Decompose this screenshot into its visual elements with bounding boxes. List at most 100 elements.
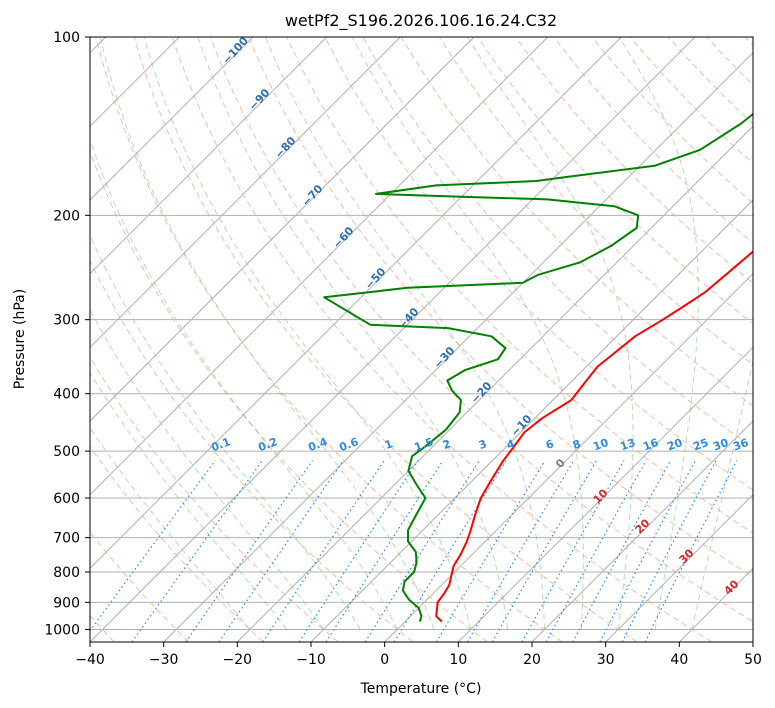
moist-adiabat-line	[618, 37, 699, 630]
mixing-ratio-label: 13	[618, 436, 637, 453]
x-tick-label: 50	[744, 652, 762, 668]
isotherm-line	[163, 51, 753, 642]
mixing-ratio-label: 0.4	[306, 435, 329, 454]
mixing-ratio-label: 0.6	[337, 435, 360, 454]
dry-adiabat-line	[90, 445, 264, 642]
mixing-ratio-line	[131, 460, 263, 642]
mixing-ratio-line	[90, 460, 216, 632]
mixing-ratio-line	[218, 460, 344, 642]
temperature-profile	[435, 250, 753, 623]
mixing-ratio-label: 36	[731, 436, 750, 454]
y-tick-label: 1000	[44, 622, 80, 638]
x-tick-label: 40	[670, 652, 688, 668]
y-tick-label: 200	[53, 208, 80, 224]
moist-adiabat-line	[90, 234, 361, 630]
mixing-ratio-label: 25	[691, 436, 710, 453]
x-tick-label: 10	[449, 652, 467, 668]
moist-adiabat-line	[351, 37, 584, 630]
dry-adiabat-line	[400, 37, 753, 407]
mixing-ratio-line	[298, 460, 419, 642]
moist-adiabat-line	[90, 371, 288, 630]
moist-adiabat-line	[143, 37, 472, 630]
y-axis: 100 200 300 400 500 600 700 800 900 1000	[44, 30, 90, 638]
x-tick-label: 20	[523, 652, 541, 668]
isotherm-line	[90, 37, 622, 570]
mixing-ratio-label: 1	[383, 437, 395, 452]
y-tick-label: 100	[53, 30, 80, 46]
isotherm-line	[90, 37, 549, 496]
isotherm-line	[457, 346, 753, 642]
chart-title: wetPf2_S196.2026.106.16.24.C32	[285, 11, 557, 31]
y-tick-label: 900	[53, 595, 80, 611]
mixing-ratio-label: 1.5	[412, 435, 435, 454]
x-axis-title: Temperature (°C)	[360, 681, 482, 697]
x-tick-label: −40	[75, 652, 105, 668]
mixing-ratio-label: 4	[505, 437, 517, 452]
mixing-ratio-label: 8	[571, 437, 583, 452]
mixing-ratio-label: 0.1	[209, 435, 232, 454]
mixing-ratio-label: 2	[441, 437, 453, 452]
y-tick-label: 600	[53, 491, 80, 507]
plot-frame	[89, 36, 754, 643]
mixing-ratio-line	[435, 460, 546, 642]
y-tick-label: 500	[53, 444, 80, 460]
dry-adiabat-line	[324, 37, 753, 491]
dry-adiabat-line	[210, 37, 753, 623]
moist-adiabat-line	[99, 37, 435, 630]
isotherm-line	[90, 37, 475, 422]
x-tick-label: 0	[380, 652, 389, 668]
mixing-ratio-label: 6	[544, 437, 556, 452]
isotherm-line	[531, 420, 753, 642]
x-tick-label: −20	[223, 652, 253, 668]
dry-adiabat-line	[171, 37, 712, 642]
y-tick-label: 700	[53, 531, 80, 547]
x-tick-label: −10	[296, 652, 326, 668]
mixing-ratio-line	[572, 460, 672, 642]
mixing-ratio-line	[545, 460, 647, 642]
isotherm-line	[236, 125, 753, 642]
mixing-ratio-label: 20	[665, 436, 684, 454]
y-axis-title: Pressure (hPa)	[12, 289, 28, 389]
mixing-ratio-label: 16	[641, 436, 660, 454]
dry-adiabat-line	[133, 37, 638, 642]
mixing-ratio-line	[185, 460, 314, 642]
dewpoint-profile	[323, 112, 753, 622]
dry-adiabat-line	[477, 37, 753, 325]
y-tick-label: 800	[53, 565, 80, 581]
moist-adiabat-line	[90, 309, 325, 630]
moist-adiabat-line	[691, 357, 753, 630]
dry-adiabat-line	[248, 37, 753, 578]
isotherm-line	[90, 37, 696, 642]
dry-adiabat-line	[362, 37, 753, 449]
isotherm-line	[605, 493, 753, 642]
mixing-ratio-line	[466, 460, 575, 642]
x-axis: −40 −30 −20 −10 0 10 20 30 40 50	[75, 642, 762, 668]
x-tick-label: −30	[149, 652, 179, 668]
dry-adiabat-line	[515, 37, 753, 284]
moist-adiabat-line	[90, 426, 251, 630]
dry-adiabat-line	[90, 259, 414, 642]
mixing-ratio-line	[262, 460, 385, 642]
y-tick-label: 400	[53, 387, 80, 403]
dry-adiabat-line	[629, 37, 753, 165]
dry-adiabat-line	[591, 37, 753, 204]
profile-lines	[323, 112, 753, 623]
mixing-ratio-label: 30	[711, 436, 730, 454]
moist-adiabat-line	[90, 137, 398, 630]
isotherm-line	[384, 272, 753, 642]
mixing-ratio-line	[521, 460, 625, 642]
isotherm-line	[90, 37, 254, 201]
moist-adiabat-line	[467, 37, 634, 630]
moist-adiabat-line	[197, 37, 509, 630]
background-lines	[90, 37, 753, 642]
mixing-ratio-label: 10	[591, 436, 610, 454]
moist-adiabat-line	[264, 37, 546, 630]
mixing-ratio-line	[491, 460, 598, 642]
mixing-ratio-label: 0.2	[256, 435, 279, 454]
y-tick-label: 300	[53, 313, 80, 329]
mixing-ratio-label: 3	[477, 437, 489, 452]
isotherm-line	[90, 37, 401, 349]
x-tick-label: 30	[597, 652, 615, 668]
isotherm-line	[90, 37, 328, 275]
